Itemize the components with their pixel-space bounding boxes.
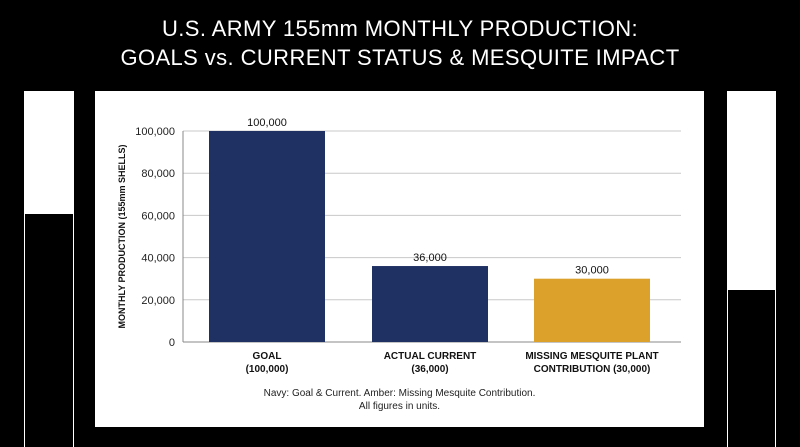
bar [372,266,488,342]
right-white-panel [727,91,776,289]
y-tick-label: 80,000 [141,168,175,180]
bar-chart: 0 20,000 40,000 60,000 80,000 100,000 MONTHLY … [117,117,681,375]
left-white-panel [24,91,74,213]
bar-value-label: 30,000 [575,265,609,277]
y-tick-label: 0 [169,337,175,349]
y-tick-label: 60,000 [141,210,175,222]
footnote-line-1: Navy: Goal & Current. Amber: Missing Mes… [263,388,536,399]
chart-card: 0 20,000 40,000 60,000 80,000 100,000 MONTHLY … [95,91,704,427]
y-tick-label: 20,000 [141,295,175,307]
y-tick-label: 40,000 [141,253,175,265]
bar-value-label: 100,000 [247,117,287,129]
x-category-label: GOAL [253,351,282,362]
bar [209,131,325,342]
x-category-label: ACTUAL CURRENT [384,351,477,362]
bar-value-label: 36,000 [413,252,447,264]
right-outline-panel [727,289,776,447]
x-category-label: CONTRIBUTION (30,000) [534,364,651,375]
footnote-line-2: All figures in units. [358,401,441,412]
title-line-2: GOALS vs. CURRENT STATUS & MESQUITE IMPA… [120,45,680,70]
left-outline-panel [24,213,74,447]
chart-title: U.S. ARMY 155mm MONTHLY PRODUCTION: GOAL… [0,14,800,72]
x-category-label: MISSING MESQUITE PLANT [525,351,658,362]
title-line-1: U.S. ARMY 155mm MONTHLY PRODUCTION: [161,16,639,41]
y-tick-label: 100,000 [135,126,175,138]
bar [534,278,650,342]
y-axis-title: MONTHLY PRODUCTION (155mm SHELLS) [117,144,127,328]
x-category-label: (100,000) [246,364,289,375]
x-category-label: (36,000) [411,364,448,375]
